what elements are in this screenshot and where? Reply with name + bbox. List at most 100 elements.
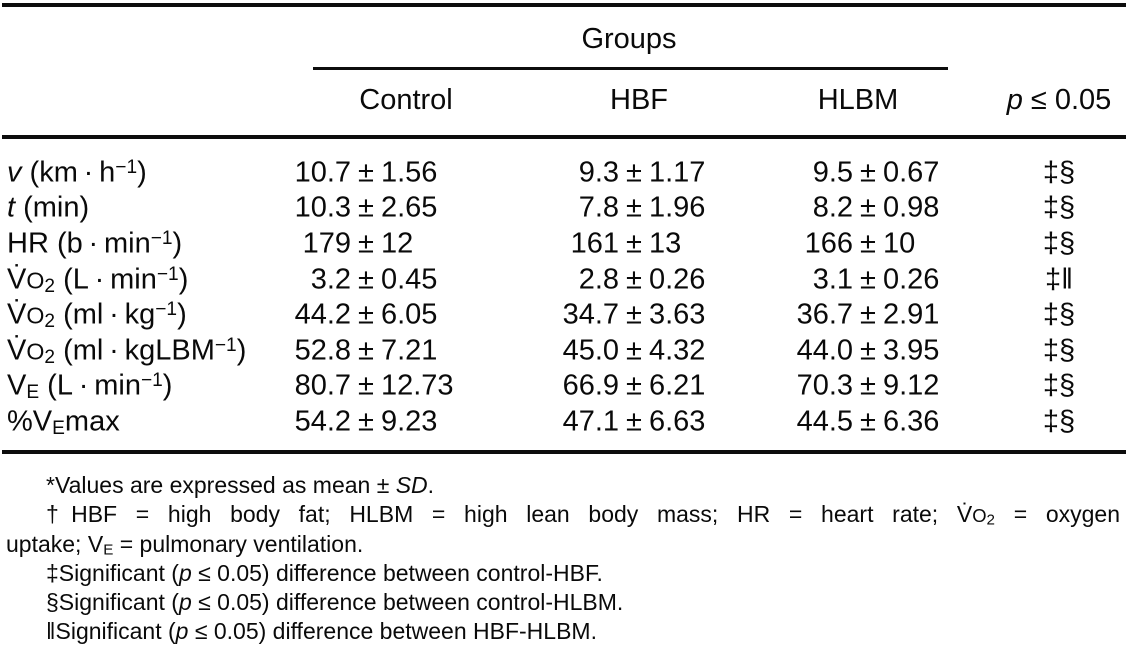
mean-value: 70.3	[796, 369, 854, 402]
column-header-hbf: HBF	[610, 84, 668, 116]
cell-significance-markers: ‡§	[1042, 191, 1076, 224]
groups-spanner-rule	[313, 67, 948, 70]
cell-control: 52.8 ±7.21	[241, 334, 491, 367]
plus-minus-sign: ±	[860, 156, 876, 189]
plus-minus-sign: ±	[358, 405, 374, 438]
plus-minus-sign: ±	[358, 227, 374, 260]
cell-hbf: 9.3 ±1.17	[509, 156, 759, 189]
sd-value: 6.36	[882, 405, 940, 438]
plus-minus-sign: ±	[626, 405, 642, 438]
footnote-values: *Values are expressed as mean ± SD.	[46, 472, 435, 498]
sd-value: 10	[882, 227, 916, 260]
cell-hbf: 34.7 ±3.63	[509, 299, 759, 332]
mean-value: 3.2	[310, 263, 352, 296]
mean-value: 54.2	[294, 405, 352, 438]
mean-value: 34.7	[562, 298, 620, 331]
mean-value: 166	[804, 227, 854, 260]
plus-minus-sign: ±	[860, 227, 876, 260]
cell-hbf: 45.0 ±4.32	[509, 334, 759, 367]
table-top-rule	[2, 3, 1126, 7]
mean-value: 52.8	[294, 334, 352, 367]
plus-minus-sign: ±	[358, 263, 374, 296]
mean-value: 36.7	[796, 298, 854, 331]
mean-value: 3.1	[812, 263, 854, 296]
sd-value: 1.17	[648, 156, 706, 189]
cell-hlbm: 166 ±10	[743, 227, 993, 260]
cell-control: 179 ±12	[241, 227, 491, 260]
plus-minus-sign: ±	[860, 334, 876, 367]
sd-value: 9.23	[380, 405, 438, 438]
plus-minus-sign: ±	[358, 191, 374, 224]
cell-significance-markers: ‡§	[1042, 334, 1076, 367]
sd-value: 0.67	[882, 156, 940, 189]
table-row-vo2-per-kglbm: V̇O2 (ml · kgLBM−1) 52.8 ±7.21 45.0 ±4.32 …	[0, 333, 1128, 369]
cell-significance-markers: ‡§	[1042, 298, 1076, 331]
plus-minus-sign: ±	[860, 369, 876, 402]
sd-value: 12.73	[380, 369, 454, 402]
sd-value: 0.98	[882, 191, 940, 224]
cell-control: 54.2 ±9.23	[241, 405, 491, 438]
cell-significance-markers: ‡‖	[1044, 263, 1074, 296]
mean-value: 10.7	[294, 156, 352, 189]
plus-minus-sign: ±	[358, 369, 374, 402]
row-label: V̇O2 (ml · kg−1)	[7, 298, 187, 333]
cell-control: 80.7 ±12.73	[241, 370, 491, 403]
cell-significance-markers: ‡§	[1042, 156, 1076, 189]
sd-value: 0.26	[648, 263, 706, 296]
sd-value: 2.91	[882, 298, 940, 331]
plus-minus-sign: ±	[626, 263, 642, 296]
sd-value: 3.95	[882, 334, 940, 367]
sd-value: 6.05	[380, 298, 438, 331]
footnote-control-hbf: ‡Significant (p ≤ 0.05) difference betwe…	[46, 560, 603, 586]
cell-control: 10.3 ±2.65	[241, 192, 491, 225]
column-header-p-value: p ≤ 0.05	[1006, 84, 1112, 116]
sd-value: 2.65	[380, 191, 438, 224]
cell-hbf: 66.9 ±6.21	[509, 370, 759, 403]
mean-value: 2.8	[578, 263, 620, 296]
column-header-control: Control	[359, 84, 453, 116]
header-body-rule	[2, 135, 1126, 139]
sd-value: 7.21	[380, 334, 438, 367]
row-label: VE (L · min−1)	[7, 369, 173, 404]
cell-hlbm: 70.3 ±9.12	[743, 370, 993, 403]
table-row-ventilation: VE (L · min−1) 80.7 ±12.73 66.9 ±6.21 70.3…	[0, 369, 1128, 405]
mean-value: 9.3	[578, 156, 620, 189]
cell-hbf: 7.8 ±1.96	[509, 192, 759, 225]
plus-minus-sign: ±	[860, 298, 876, 331]
mean-value: 45.0	[562, 334, 620, 367]
groups-header: Groups	[581, 23, 677, 55]
table-row-vo2-per-kg: V̇O2 (ml · kg−1) 44.2 ±6.05 34.7 ±3.63 36.…	[0, 297, 1128, 333]
sd-value: 6.21	[648, 369, 706, 402]
sd-value: 1.56	[380, 156, 438, 189]
plus-minus-sign: ±	[358, 298, 374, 331]
plus-minus-sign: ±	[626, 298, 642, 331]
mean-value: 66.9	[562, 369, 620, 402]
plus-minus-sign: ±	[860, 263, 876, 296]
cell-hlbm: 44.0 ±3.95	[743, 334, 993, 367]
cell-control: 10.7 ±1.56	[241, 156, 491, 189]
cell-significance-markers: ‡§	[1042, 405, 1076, 438]
sd-value: 3.63	[648, 298, 706, 331]
footnote-abbreviations: †HBF = high body fat; HLBM = high lean b…	[6, 501, 1120, 559]
sd-value: 0.45	[380, 263, 438, 296]
cell-hbf: 161 ±13	[509, 227, 759, 260]
table-body: v (km · h−1) 10.7 ±1.56 9.3 ±1.17 9.5 ±0.67…	[0, 155, 1128, 440]
table-row-heart-rate: HR (b · min−1) 179 ±12 161 ±13 166 ±10 ‡§	[0, 226, 1128, 262]
cell-hlbm: 9.5 ±0.67	[743, 156, 993, 189]
mean-value: 47.1	[562, 405, 620, 438]
plus-minus-sign: ±	[358, 156, 374, 189]
sd-value: 6.63	[648, 405, 706, 438]
row-label: V̇O2 (L · min−1)	[7, 263, 189, 297]
column-header-hlbm: HLBM	[817, 84, 899, 116]
row-label: t (min)	[7, 191, 90, 224]
sd-value: 0.26	[882, 263, 940, 296]
table-row-ventilation-percent: %VEmax 54.2 ±9.23 47.1 ±6.63 44.5 ±6.36 ‡§	[0, 404, 1128, 440]
cell-hbf: 2.8 ±0.26	[509, 263, 759, 296]
footnote-hbf-hlbm: ‖Significant (p ≤ 0.05) difference betwe…	[46, 618, 597, 644]
table-bottom-rule	[2, 450, 1126, 454]
cell-hlbm: 3.1 ±0.26	[743, 263, 993, 296]
plus-minus-sign: ±	[358, 334, 374, 367]
cell-control: 3.2 ±0.45	[241, 263, 491, 296]
cell-hlbm: 8.2 ±0.98	[743, 192, 993, 225]
